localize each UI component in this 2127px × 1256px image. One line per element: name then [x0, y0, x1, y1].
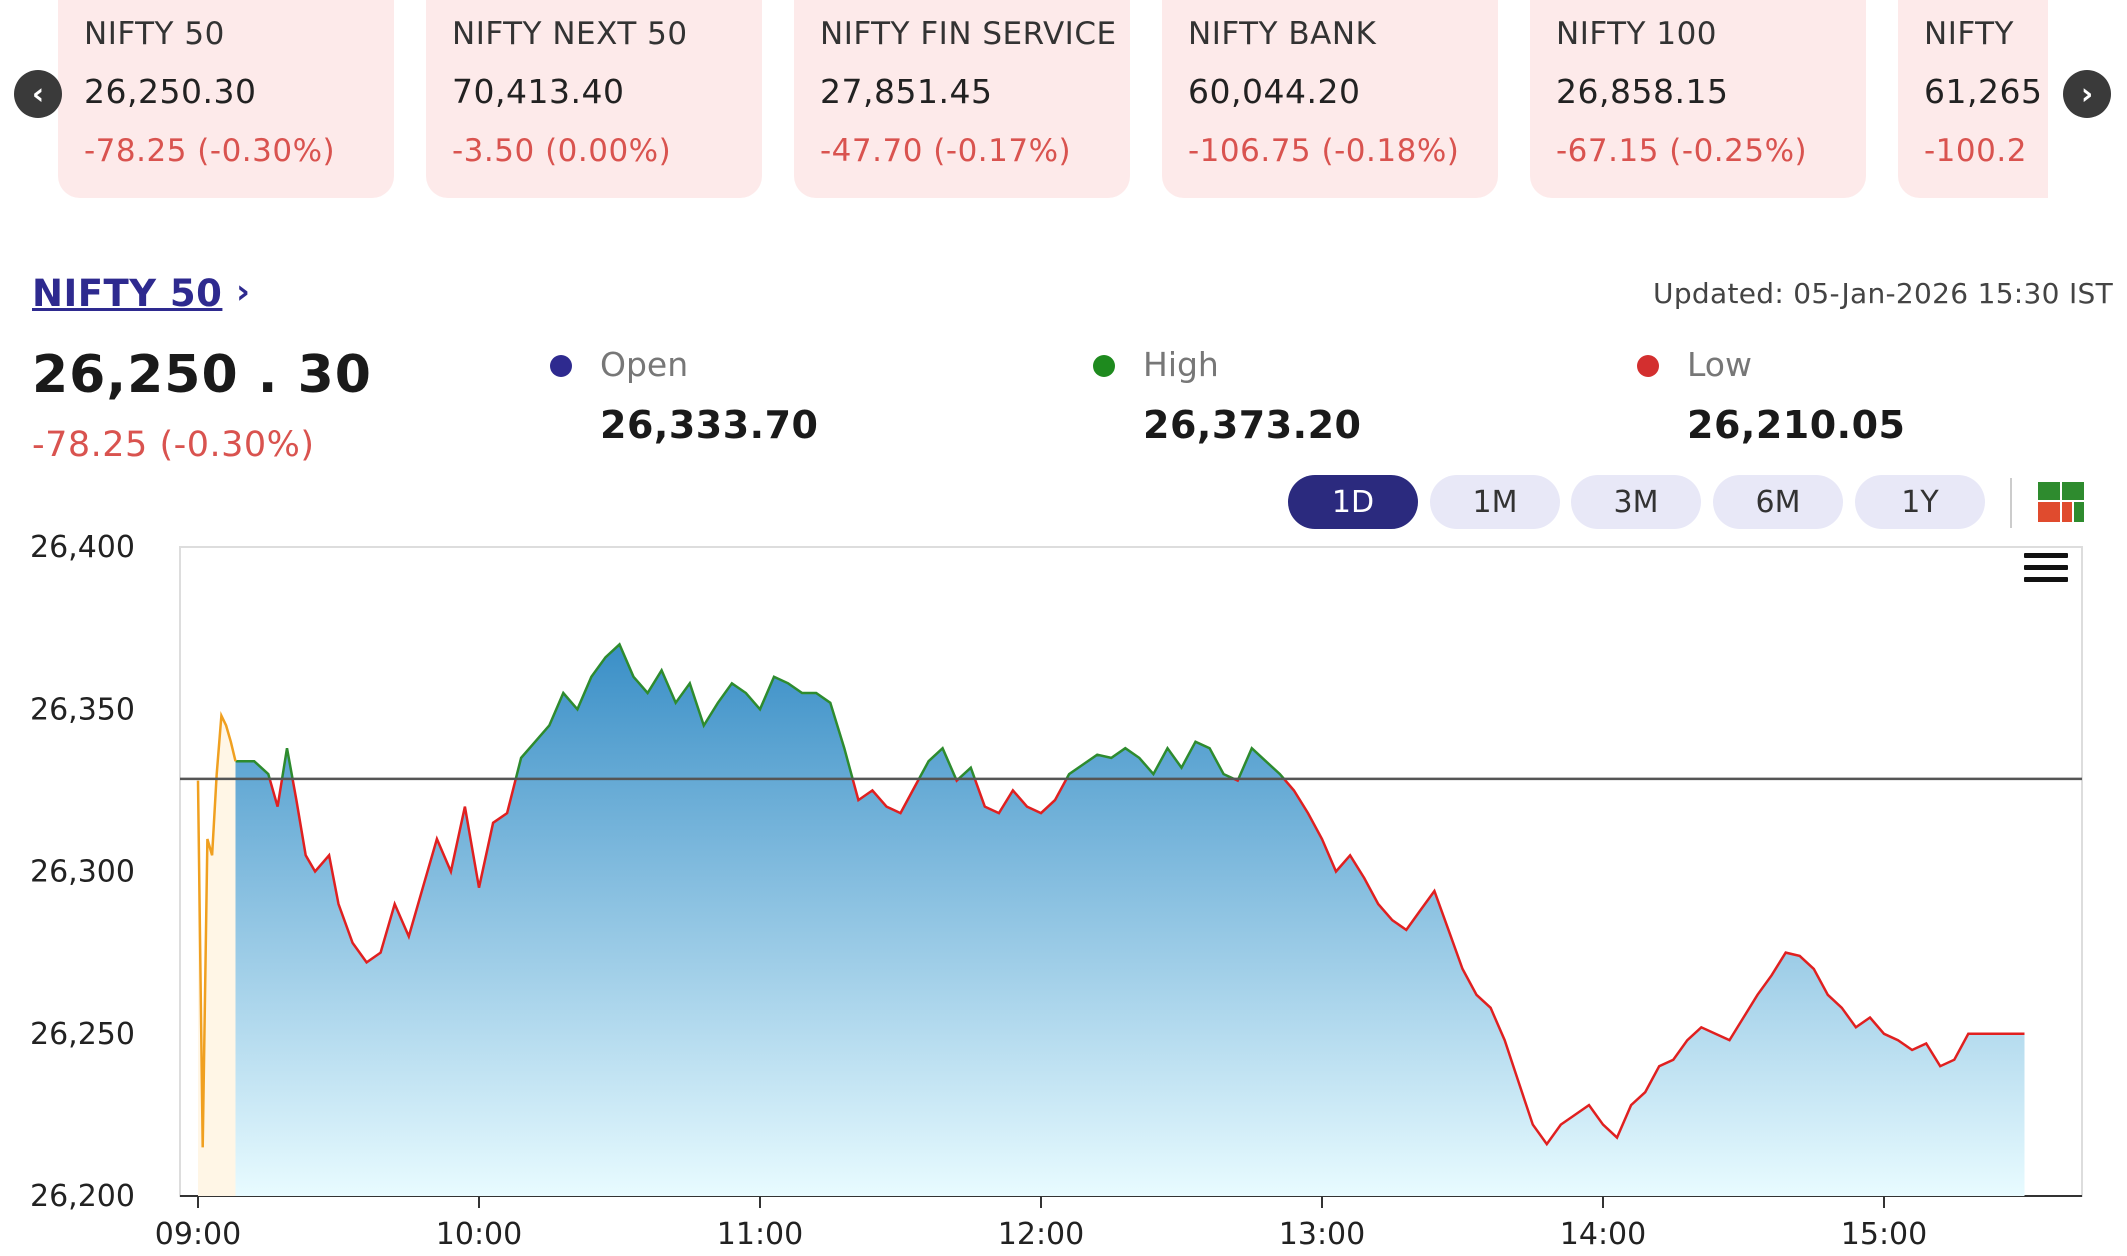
ticker-value: 26,858.15 — [1556, 72, 1729, 111]
ticker-prev-button[interactable]: ‹ — [14, 70, 62, 118]
y-tick-label: 26,400 — [30, 530, 135, 565]
stat-value: 26,373.20 — [1143, 403, 1362, 447]
ticker-name: NIFTY NEXT 50 — [452, 16, 688, 52]
ticker-name: NIFTY 100 — [1556, 16, 1718, 52]
x-tick-label: 11:00 — [717, 1217, 803, 1252]
ticker-name: NIFTY BANK — [1188, 16, 1377, 52]
x-tick-label: 13:00 — [1279, 1217, 1365, 1252]
chart-menu-icon[interactable] — [2024, 553, 2068, 589]
stat-label: Low — [1687, 345, 1752, 384]
price-area — [235, 644, 2025, 1196]
price-line-up — [235, 642, 1286, 779]
x-tick-label: 12:00 — [998, 1217, 1084, 1252]
chevron-right-icon: › — [2080, 76, 2094, 112]
index-change: -78.25 (-0.30%) — [32, 425, 315, 465]
preopen-line — [196, 710, 237, 1148]
y-tick-label: 26,200 — [30, 1179, 135, 1214]
ticker-change: -106.75 (-0.18%) — [1188, 133, 1460, 169]
ticker-change: -3.50 (0.00%) — [452, 133, 672, 169]
chevron-right-icon[interactable]: › — [236, 272, 251, 312]
range-button-1d[interactable]: 1D — [1288, 475, 1418, 529]
range-button-3m[interactable]: 3M — [1571, 475, 1701, 529]
ticker-change: -47.70 (-0.17%) — [820, 133, 1072, 169]
x-tick-label: 09:00 — [155, 1217, 241, 1252]
ticker-name: NIFTY 50 — [84, 16, 225, 52]
ticker-value: 61,265 — [1924, 72, 2043, 111]
y-tick-label: 26,350 — [30, 692, 135, 727]
ticker-value: 26,250.30 — [84, 72, 257, 111]
chevron-left-icon: ‹ — [31, 76, 45, 112]
ticker-change: -78.25 (-0.30%) — [84, 133, 336, 169]
index-value: 26,250 . 30 — [32, 345, 372, 405]
y-tick-label: 26,250 — [30, 1017, 135, 1052]
range-button-6m[interactable]: 6M — [1713, 475, 1843, 529]
high-dot-icon — [1093, 355, 1115, 377]
low-dot-icon — [1637, 355, 1659, 377]
x-tick-label: 15:00 — [1841, 1217, 1927, 1252]
ticker-value: 27,851.45 — [820, 72, 993, 111]
ticker-viewport: NIFTY 50 26,250.30 -78.25 (-0.30%) NIFTY… — [58, 0, 2048, 210]
range-button-1m[interactable]: 1M — [1430, 475, 1560, 529]
ticker-name: NIFTY FIN SERVICE — [820, 16, 1117, 52]
ticker-name: NIFTY — [1924, 16, 2014, 52]
stat-label: Open — [600, 345, 689, 384]
chart-type-icon[interactable] — [2038, 482, 2084, 522]
ticker-card-nifty-bank[interactable]: NIFTY BANK 60,044.20 -106.75 (-0.18%) — [1162, 0, 1498, 198]
stat-label: High — [1143, 345, 1219, 384]
x-tick-label: 14:00 — [1560, 1217, 1646, 1252]
x-tick-label: 10:00 — [436, 1217, 522, 1252]
y-tick-label: 26,300 — [30, 855, 135, 890]
ticker-strip: ‹ NIFTY 50 26,250.30 -78.25 (-0.30%) NIF… — [0, 0, 2127, 210]
ticker-card-nifty-100[interactable]: NIFTY 100 26,858.15 -67.15 (-0.25%) — [1530, 0, 1866, 198]
stat-value: 26,210.05 — [1687, 403, 1906, 447]
price-line-down — [268, 778, 2025, 1147]
ticker-change: -67.15 (-0.25%) — [1556, 133, 1808, 169]
ticker-change: -100.2 — [1924, 133, 2027, 169]
ticker-card-nifty-50[interactable]: NIFTY 50 26,250.30 -78.25 (-0.30%) — [58, 0, 394, 198]
ticker-card-nifty-partial[interactable]: NIFTY 61,265 -100.2 — [1898, 0, 2048, 198]
ticker-value: 70,413.40 — [452, 72, 625, 111]
ticker-card-nifty-next-50[interactable]: NIFTY NEXT 50 70,413.40 -3.50 (0.00%) — [426, 0, 762, 198]
open-dot-icon — [550, 355, 572, 377]
ticker-card-nifty-fin-service[interactable]: NIFTY FIN SERVICE 27,851.45 -47.70 (-0.1… — [794, 0, 1130, 198]
ticker-next-button[interactable]: › — [2063, 70, 2111, 118]
range-button-1y[interactable]: 1Y — [1855, 475, 1985, 529]
stat-value: 26,333.70 — [600, 403, 819, 447]
divider — [2010, 478, 2012, 528]
ticker-value: 60,044.20 — [1188, 72, 1361, 111]
index-name-link[interactable]: NIFTY 50 — [32, 272, 223, 315]
preopen-area — [198, 715, 236, 1196]
updated-timestamp: Updated: 05-Jan-2026 15:30 IST — [1653, 277, 2113, 310]
